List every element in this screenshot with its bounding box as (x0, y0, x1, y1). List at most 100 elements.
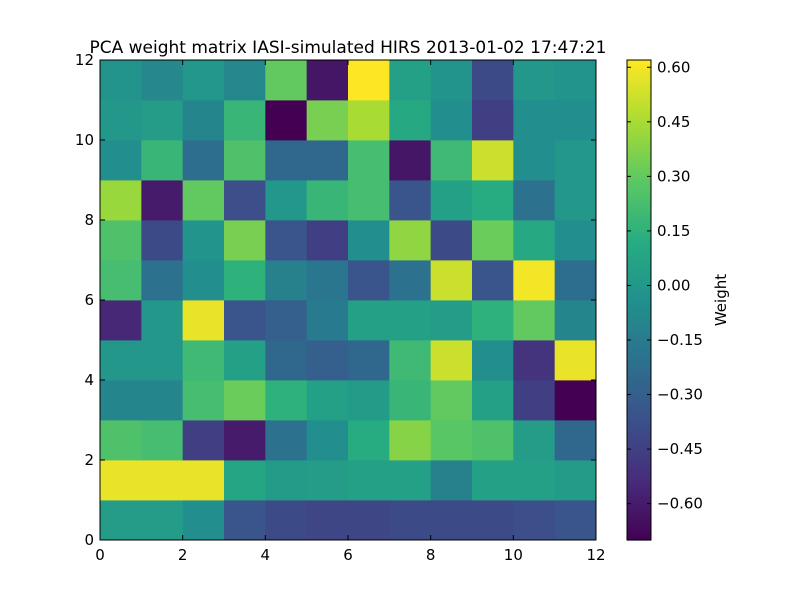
heatmap-cell (224, 340, 266, 381)
x-tick-label: 12 (586, 546, 605, 564)
heatmap-cell (472, 60, 514, 101)
colorbar-band (627, 80, 651, 85)
heatmap-cell (265, 180, 308, 221)
heatmap-cell (513, 100, 556, 141)
colorbar-band (627, 520, 651, 525)
colorbar-band (627, 284, 651, 289)
colorbar-band (627, 500, 651, 505)
colorbar-tick-label: −0.60 (657, 495, 703, 513)
heatmap-cell (513, 180, 556, 221)
colorbar-band (627, 240, 651, 245)
heatmap-cell (306, 100, 349, 141)
colorbar-band (627, 472, 651, 477)
colorbar-band (627, 480, 651, 485)
heatmap-cell (182, 100, 225, 141)
colorbar-band (627, 324, 651, 329)
colorbar-band (627, 276, 651, 281)
colorbar-band (627, 244, 651, 249)
heatmap-cell (265, 140, 308, 181)
colorbar-band (627, 180, 651, 185)
colorbar-band (627, 388, 651, 393)
heatmap-cell (554, 500, 597, 541)
colorbar-band (627, 316, 651, 321)
colorbar-band (627, 336, 651, 341)
colorbar-band (627, 204, 651, 209)
heatmap-cell (348, 500, 390, 541)
heatmap-cell (100, 60, 142, 101)
colorbar-band (627, 256, 651, 261)
heatmap-cell (430, 300, 473, 341)
heatmap-cell (265, 60, 308, 101)
heatmap-cell (513, 420, 556, 461)
colorbar-tick-label: −0.30 (657, 386, 703, 404)
colorbar-tick-label: −0.15 (657, 331, 703, 349)
colorbar-band (627, 380, 651, 385)
heatmap-cell (348, 140, 390, 181)
heatmap-cell (513, 300, 556, 341)
heatmap-cell (554, 100, 597, 141)
heatmap-cell (100, 260, 142, 301)
heatmap-cell (265, 220, 308, 261)
colorbar-band (627, 224, 651, 229)
heatmap-cell (306, 140, 349, 181)
heatmap-cell (554, 300, 597, 341)
heatmap-cell (265, 460, 308, 501)
colorbar-band (627, 196, 651, 201)
heatmap-cell (430, 500, 473, 541)
heatmap-cell (430, 260, 473, 301)
heatmap-cell (306, 500, 349, 541)
heatmap-cell (554, 180, 597, 221)
colorbar-tick-label: 0.15 (657, 222, 690, 240)
colorbar-band (627, 272, 651, 277)
heatmap-cell (265, 380, 308, 421)
y-tick-label: 6 (84, 291, 94, 309)
colorbar-band (627, 248, 651, 253)
heatmap-cell (389, 460, 432, 501)
x-axis: 0 2 4 6 8 10 12 (95, 60, 606, 564)
heatmap-cell (389, 300, 432, 341)
colorbar-band (627, 444, 651, 449)
heatmap-cell (265, 300, 308, 341)
colorbar-band (627, 432, 651, 437)
heatmap-cell (100, 300, 142, 341)
x-tick-label: 8 (426, 546, 436, 564)
heatmap-cell (224, 140, 266, 181)
heatmap-cell (348, 180, 390, 221)
heatmap-cell (306, 460, 349, 501)
colorbar-band (627, 328, 651, 333)
colorbar-band (627, 92, 651, 97)
heatmap-cell (554, 60, 597, 101)
colorbar-band (627, 72, 651, 77)
y-tick-label: 0 (84, 531, 94, 549)
colorbar-band (627, 68, 651, 73)
y-tick-label: 12 (75, 51, 94, 69)
colorbar-band (627, 300, 651, 305)
colorbar-band (627, 292, 651, 297)
heatmap-cell (389, 220, 432, 261)
colorbar-band (627, 468, 651, 473)
colorbar-band (627, 216, 651, 221)
colorbar-band (627, 416, 651, 421)
heatmap-cell (100, 140, 142, 181)
heatmap-cell (554, 340, 597, 381)
heatmap-cell (513, 220, 556, 261)
heatmap-cell (141, 220, 184, 261)
colorbar-band (627, 384, 651, 389)
heatmap-cell (100, 500, 142, 541)
colorbar-band (627, 532, 651, 537)
heatmap-cell (554, 380, 597, 421)
colorbar-band (627, 208, 651, 213)
x-tick-label: 6 (343, 546, 353, 564)
colorbar-band (627, 200, 651, 205)
colorbar-band (627, 132, 651, 137)
heatmap-cell (348, 380, 390, 421)
colorbar-band (627, 484, 651, 489)
heatmap-cell (554, 420, 597, 461)
heatmap-cell (389, 100, 432, 141)
colorbar-tick-label: 0.30 (657, 167, 690, 185)
colorbar-band (627, 212, 651, 217)
colorbar-band (627, 184, 651, 189)
heatmap-cell (182, 380, 225, 421)
heatmap-cell (513, 380, 556, 421)
colorbar-band (627, 280, 651, 285)
